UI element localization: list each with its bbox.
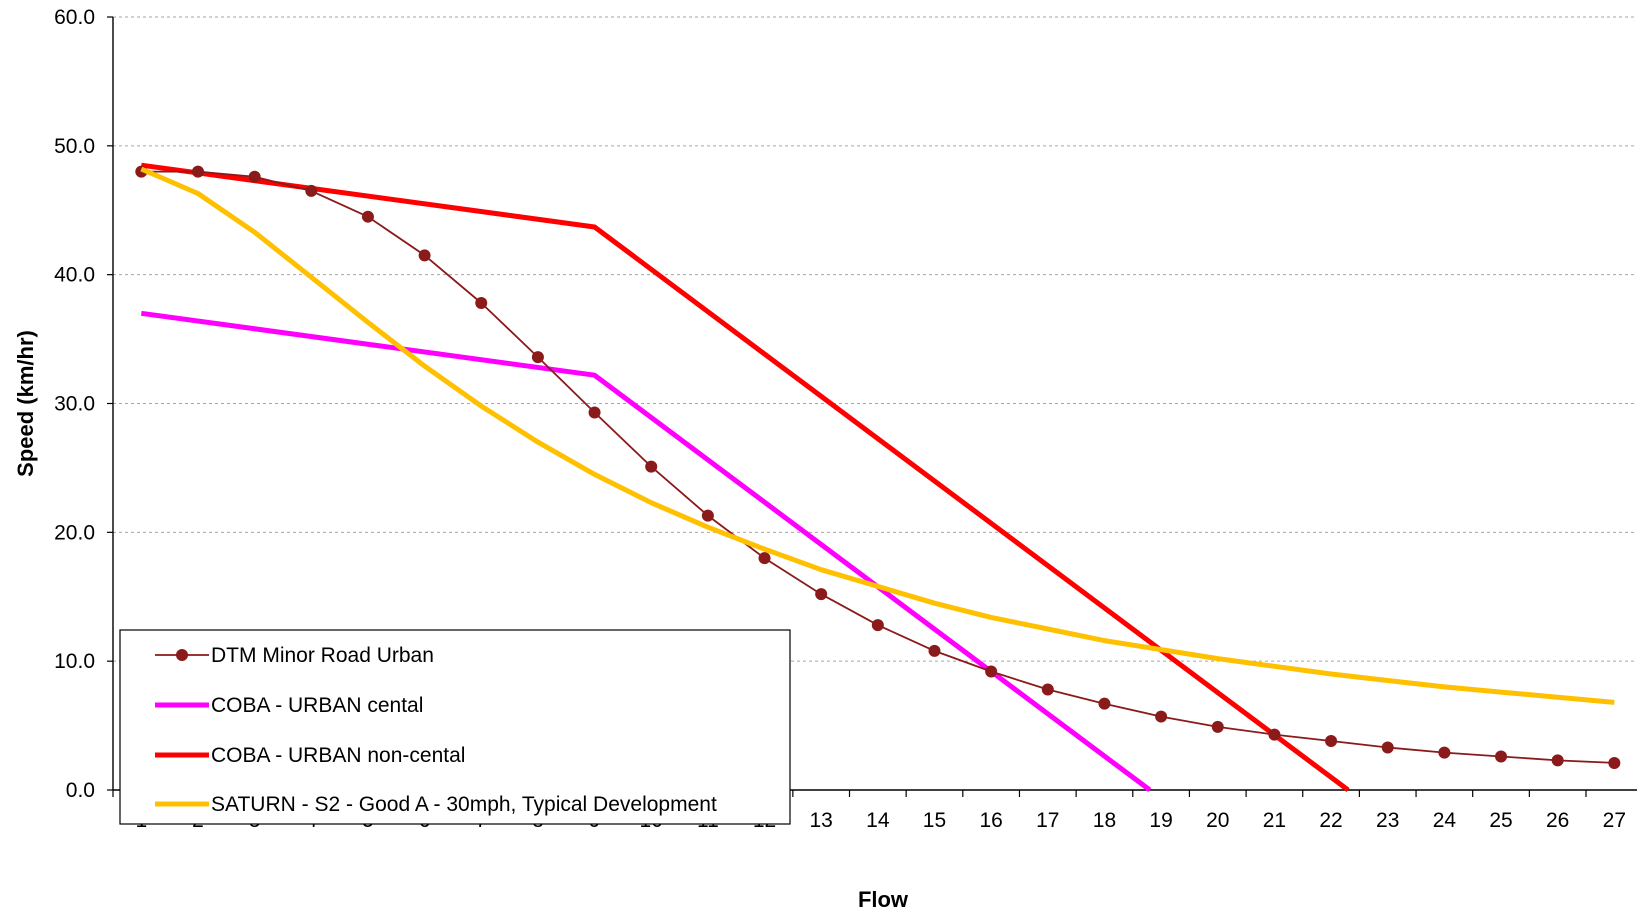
- data-point-marker: [1381, 741, 1394, 754]
- series-lines: [135, 162, 1621, 793]
- y-tick-label: 10.0: [54, 650, 95, 673]
- x-tick-label: 15: [923, 809, 946, 832]
- x-tick-label: 24: [1433, 809, 1457, 832]
- data-point-marker: [1495, 750, 1508, 763]
- x-tick-label: 21: [1263, 809, 1286, 832]
- data-point-marker: [1155, 710, 1168, 723]
- data-point-marker: [1098, 697, 1111, 710]
- x-tick-label: 18: [1093, 809, 1116, 832]
- data-point-marker: [1268, 728, 1281, 741]
- y-axis-title: Speed (km/hr): [13, 330, 38, 477]
- data-point-marker: [1211, 720, 1224, 733]
- data-point-marker: [588, 406, 601, 419]
- legend-label-3: COBA - URBAN non-cental: [211, 744, 465, 767]
- data-point-marker: [815, 588, 828, 601]
- y-tick-label: 40.0: [54, 264, 95, 287]
- y-tick-label: 60.0: [54, 6, 95, 29]
- data-point-marker: [985, 665, 998, 678]
- x-tick-label: 19: [1149, 809, 1172, 832]
- data-point-marker: [1325, 735, 1338, 748]
- data-point-marker: [645, 460, 658, 473]
- x-tick-label: 23: [1376, 809, 1399, 832]
- series-line-4: [140, 166, 1615, 705]
- x-tick-label: 22: [1319, 809, 1342, 832]
- legend-label-4: SATURN - S2 - Good A - 30mph, Typical De…: [211, 793, 717, 816]
- x-tick-label: 13: [809, 809, 832, 832]
- x-tick-label: 20: [1206, 809, 1229, 832]
- data-point-marker: [248, 170, 261, 183]
- y-tick-label: 20.0: [54, 521, 95, 544]
- data-point-marker: [361, 210, 374, 223]
- data-point-marker: [1041, 683, 1054, 696]
- series-line-2: [140, 310, 1152, 793]
- data-point-marker: [928, 644, 941, 657]
- legend-label-2: COBA - URBAN cental: [211, 694, 423, 717]
- legend-marker: [176, 649, 188, 661]
- data-point-marker: [1551, 754, 1564, 767]
- y-tick-label: 30.0: [54, 393, 95, 416]
- x-tick-label: 25: [1489, 809, 1512, 832]
- y-tick-label: 0.0: [66, 779, 95, 802]
- x-tick-label: 16: [979, 809, 1002, 832]
- y-tick-label: 50.0: [54, 135, 95, 158]
- data-point-marker: [758, 552, 771, 565]
- data-point-marker: [475, 297, 488, 310]
- legend: DTM Minor Road Urban COBA - URBAN cental C…: [119, 629, 791, 825]
- data-point-marker: [191, 165, 204, 178]
- data-point-marker: [418, 249, 431, 262]
- data-point-marker: [701, 509, 714, 522]
- x-tick-label: 14: [866, 809, 890, 832]
- data-point-marker: [1438, 746, 1451, 759]
- data-point-marker: [871, 619, 884, 632]
- gridlines: [113, 16, 1637, 662]
- legend-box: [119, 629, 791, 825]
- legend-label-1: DTM Minor Road Urban: [211, 644, 434, 667]
- x-tick-label: 26: [1546, 809, 1569, 832]
- x-axis-title: Flow: [858, 887, 909, 912]
- data-point-marker: [305, 184, 318, 197]
- data-point-marker: [1608, 756, 1621, 769]
- x-tick-label: 27: [1603, 809, 1626, 832]
- data-point-marker: [531, 351, 544, 364]
- x-tick-label: 17: [1036, 809, 1059, 832]
